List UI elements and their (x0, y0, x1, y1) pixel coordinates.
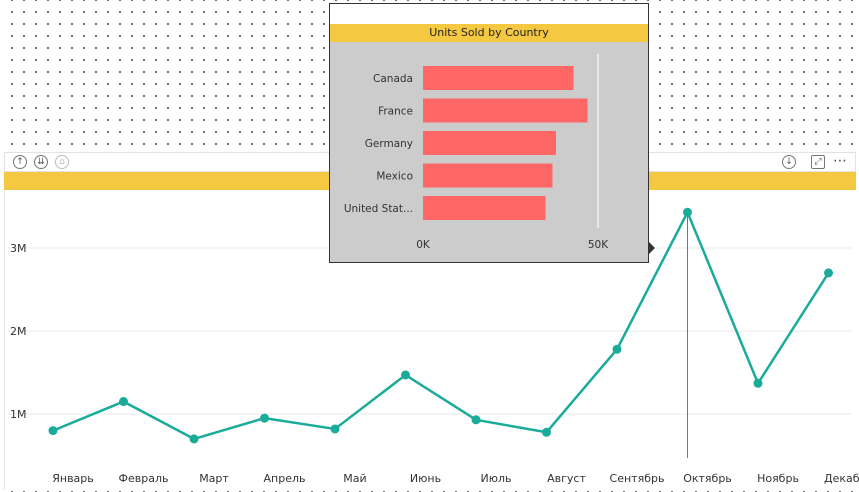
y-tick-label: 2M (10, 325, 27, 338)
data-point (471, 415, 481, 425)
x-tick-label: Октябрь (683, 472, 732, 485)
y-tick-label: 3M (10, 242, 27, 255)
tooltip-title: Units Sold by Country (330, 24, 648, 42)
x-tick-label: Август (547, 472, 586, 485)
canvas-edge (0, 0, 2, 492)
more-options-icon[interactable]: ⋯ (833, 153, 848, 169)
drill-down-icon[interactable]: ↓ (782, 155, 796, 169)
data-point (401, 370, 410, 380)
data-point (189, 434, 199, 444)
x-tick-label: Февраль (119, 472, 169, 485)
series-line (52, 211, 830, 441)
x-tick-label: Январь (52, 472, 94, 485)
bar (423, 163, 553, 188)
category-label: Canada (373, 73, 413, 85)
data-point (260, 413, 269, 423)
data-point (119, 397, 128, 407)
x-tick-label: Июль (480, 472, 511, 485)
x-tick-label: 0K (416, 239, 431, 251)
data-point (683, 207, 692, 217)
category-label: United Stat... (344, 203, 413, 215)
x-tick-label: 50K (588, 239, 609, 251)
expand-hierarchy-icon[interactable]: ⌂ (55, 155, 69, 169)
y-tick-label: 1M (10, 408, 27, 421)
x-tick-label: Ноябрь (757, 472, 799, 485)
tooltip-header-space (330, 4, 648, 24)
data-point (612, 344, 622, 354)
data-point (48, 426, 58, 436)
drill-down-all-icon[interactable]: ⇊ (34, 155, 48, 169)
drill-up-icon[interactable]: ↑ (13, 155, 27, 169)
category-label: Germany (365, 138, 413, 150)
x-tick-label: Декабрь (824, 472, 859, 485)
data-point (824, 268, 833, 278)
x-tick-label: Сентябрь (610, 472, 665, 485)
x-tick-label: Май (343, 472, 366, 485)
category-label: Mexico (376, 171, 413, 183)
tooltip-pointer (649, 242, 655, 254)
focus-mode-icon[interactable]: ⤢ (811, 155, 825, 169)
data-point (542, 427, 551, 437)
bar (423, 196, 546, 220)
bar (423, 98, 588, 123)
bar (423, 131, 556, 155)
data-point (330, 424, 340, 434)
report-page-tooltip: Units Sold by Country Canada France German… (329, 3, 649, 263)
data-point (753, 378, 763, 388)
x-tick-label: Март (199, 472, 229, 485)
bar-chart: Canada France Germany Mexico United Stat... 0… (344, 54, 609, 251)
x-tick-label: Июнь (410, 472, 441, 485)
bar (423, 66, 574, 90)
x-tick-label: Апрель (264, 472, 306, 485)
category-label: France (378, 106, 413, 118)
